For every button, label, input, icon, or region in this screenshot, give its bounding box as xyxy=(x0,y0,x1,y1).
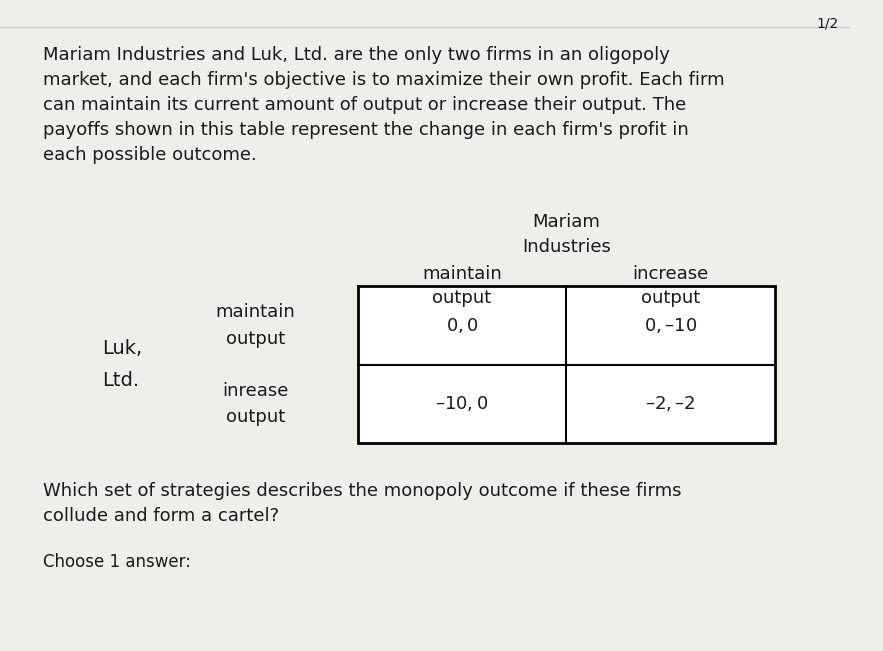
Text: increase: increase xyxy=(632,265,709,283)
Text: output: output xyxy=(226,408,285,426)
Text: –$10 , $0: –$10 , $0 xyxy=(435,394,488,413)
Text: Mariam Industries and Luk, Ltd. are the only two firms in an oligopoly
market, a: Mariam Industries and Luk, Ltd. are the … xyxy=(42,46,724,163)
Text: $0 , $0: $0 , $0 xyxy=(446,316,479,335)
Text: output: output xyxy=(641,289,700,307)
Text: Ltd.: Ltd. xyxy=(102,371,140,391)
Text: output: output xyxy=(433,289,492,307)
Text: maintain: maintain xyxy=(215,303,295,322)
Text: –$2 , –$2: –$2 , –$2 xyxy=(645,394,696,413)
Text: inrease: inrease xyxy=(223,381,289,400)
Text: maintain: maintain xyxy=(422,265,502,283)
Text: Industries: Industries xyxy=(522,238,611,256)
Bar xyxy=(358,286,775,443)
Text: output: output xyxy=(226,329,285,348)
Text: 1/2: 1/2 xyxy=(817,16,839,31)
Text: Luk,: Luk, xyxy=(102,339,142,358)
Text: Choose 1 answer:: Choose 1 answer: xyxy=(42,553,191,572)
Text: Mariam: Mariam xyxy=(532,213,600,231)
Text: $0 , –$10: $0 , –$10 xyxy=(644,316,698,335)
Text: Which set of strategies describes the monopoly outcome if these firms
collude an: Which set of strategies describes the mo… xyxy=(42,482,681,525)
